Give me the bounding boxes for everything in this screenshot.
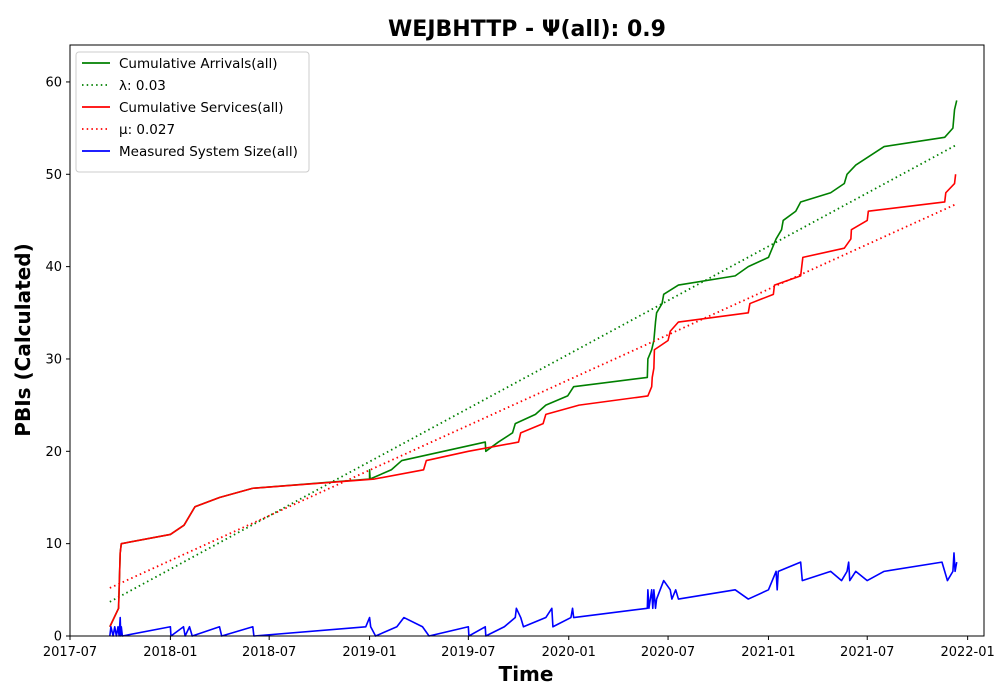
legend-box (75, 51, 310, 173)
series-line-2-0-03 (109, 143, 958, 603)
x-tick-label: 2019-07 (441, 645, 495, 660)
legend-label: Cumulative Arrivals(all) (119, 56, 278, 72)
series-line-3-cumulative-services-all (109, 174, 957, 628)
x-tick-label: 2018-07 (242, 645, 296, 660)
y-tick-label: 30 (45, 352, 62, 367)
legend-label: λ: 0.03 (119, 78, 166, 94)
y-tick-label: 0 (54, 630, 62, 645)
legend: Cumulative Arrivals(all) λ: 0.03 Cumulativ… (75, 51, 310, 173)
series-line-5-measured-system-size-all (109, 552, 958, 637)
y-tick-label: 20 (45, 445, 62, 460)
y-tick-label: 50 (45, 168, 62, 183)
x-tick-label: 2017-07 (43, 645, 97, 660)
y-tick-label: 40 (45, 260, 62, 275)
y-axis-label: PBIs (Calculated) (11, 243, 35, 436)
chart-title: WEJBHTTP - Ψ(all): 0.9 (388, 17, 666, 42)
x-tick-label: 2018-01 (143, 645, 197, 660)
y-tick-label: 10 (45, 537, 62, 552)
y-tick-label: 60 (45, 75, 62, 90)
legend-label: μ: 0.027 (119, 122, 175, 138)
x-tick-label: 2019-01 (342, 645, 396, 660)
legend-label: Measured System Size(all) (119, 144, 298, 160)
x-tick-label: 2022-01 (940, 645, 994, 660)
x-axis-label: Time (499, 662, 554, 686)
x-tick-label: 2021-07 (840, 645, 894, 660)
series-line-1-cumulative-arrivals-all (109, 100, 958, 628)
x-tick-label: 2020-01 (542, 645, 596, 660)
y-axis-ticks: 0 10 20 30 40 50 60 (45, 75, 70, 645)
plot-area (69, 44, 985, 637)
x-tick-label: 2020-07 (641, 645, 695, 660)
axes-frame (69, 44, 985, 637)
series-line-4-0-027 (109, 203, 958, 589)
x-tick-label: 2021-01 (741, 645, 795, 660)
legend-label: Cumulative Services(all) (119, 100, 284, 116)
x-axis-ticks: 2017-07 2018-01 2018-07 2019-01 2019-07 2020-… (43, 636, 995, 660)
